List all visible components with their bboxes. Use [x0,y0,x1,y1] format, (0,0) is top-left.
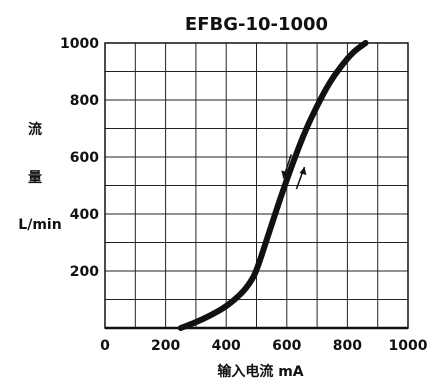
x-tick-label: 600 [272,338,301,354]
y-tick-label: 200 [70,264,99,280]
series-curve [177,40,369,331]
x-tick-label: 200 [151,338,180,354]
y-axis-label: 流 [28,121,42,138]
x-tick-label: 1000 [389,338,428,354]
y-tick-label: 1000 [60,36,99,52]
chart-title: EFBG-10-1000 [185,14,328,35]
y-tick-label: 800 [70,93,99,109]
y-tick-label: 600 [70,150,99,166]
annotation-layer [281,154,307,190]
arrow-down-icon [281,154,292,179]
y-axis-label: L/min [18,217,61,233]
y-axis-label: 量 [28,170,42,186]
series-layer [177,40,369,331]
x-tick-label: 0 [100,338,110,354]
arrow-up-icon [295,166,307,190]
text-layer: EFBG-10-1000 输入电流 mA 0 200 400 600 800 1000 20… [18,14,427,380]
x-tick-label: 800 [333,338,362,354]
grid-layer [105,43,408,328]
y-tick-label: 400 [70,207,99,223]
axes-layer [104,42,409,330]
x-tick-label: 400 [212,338,241,354]
x-axis-label: 输入电流 mA [217,363,303,380]
